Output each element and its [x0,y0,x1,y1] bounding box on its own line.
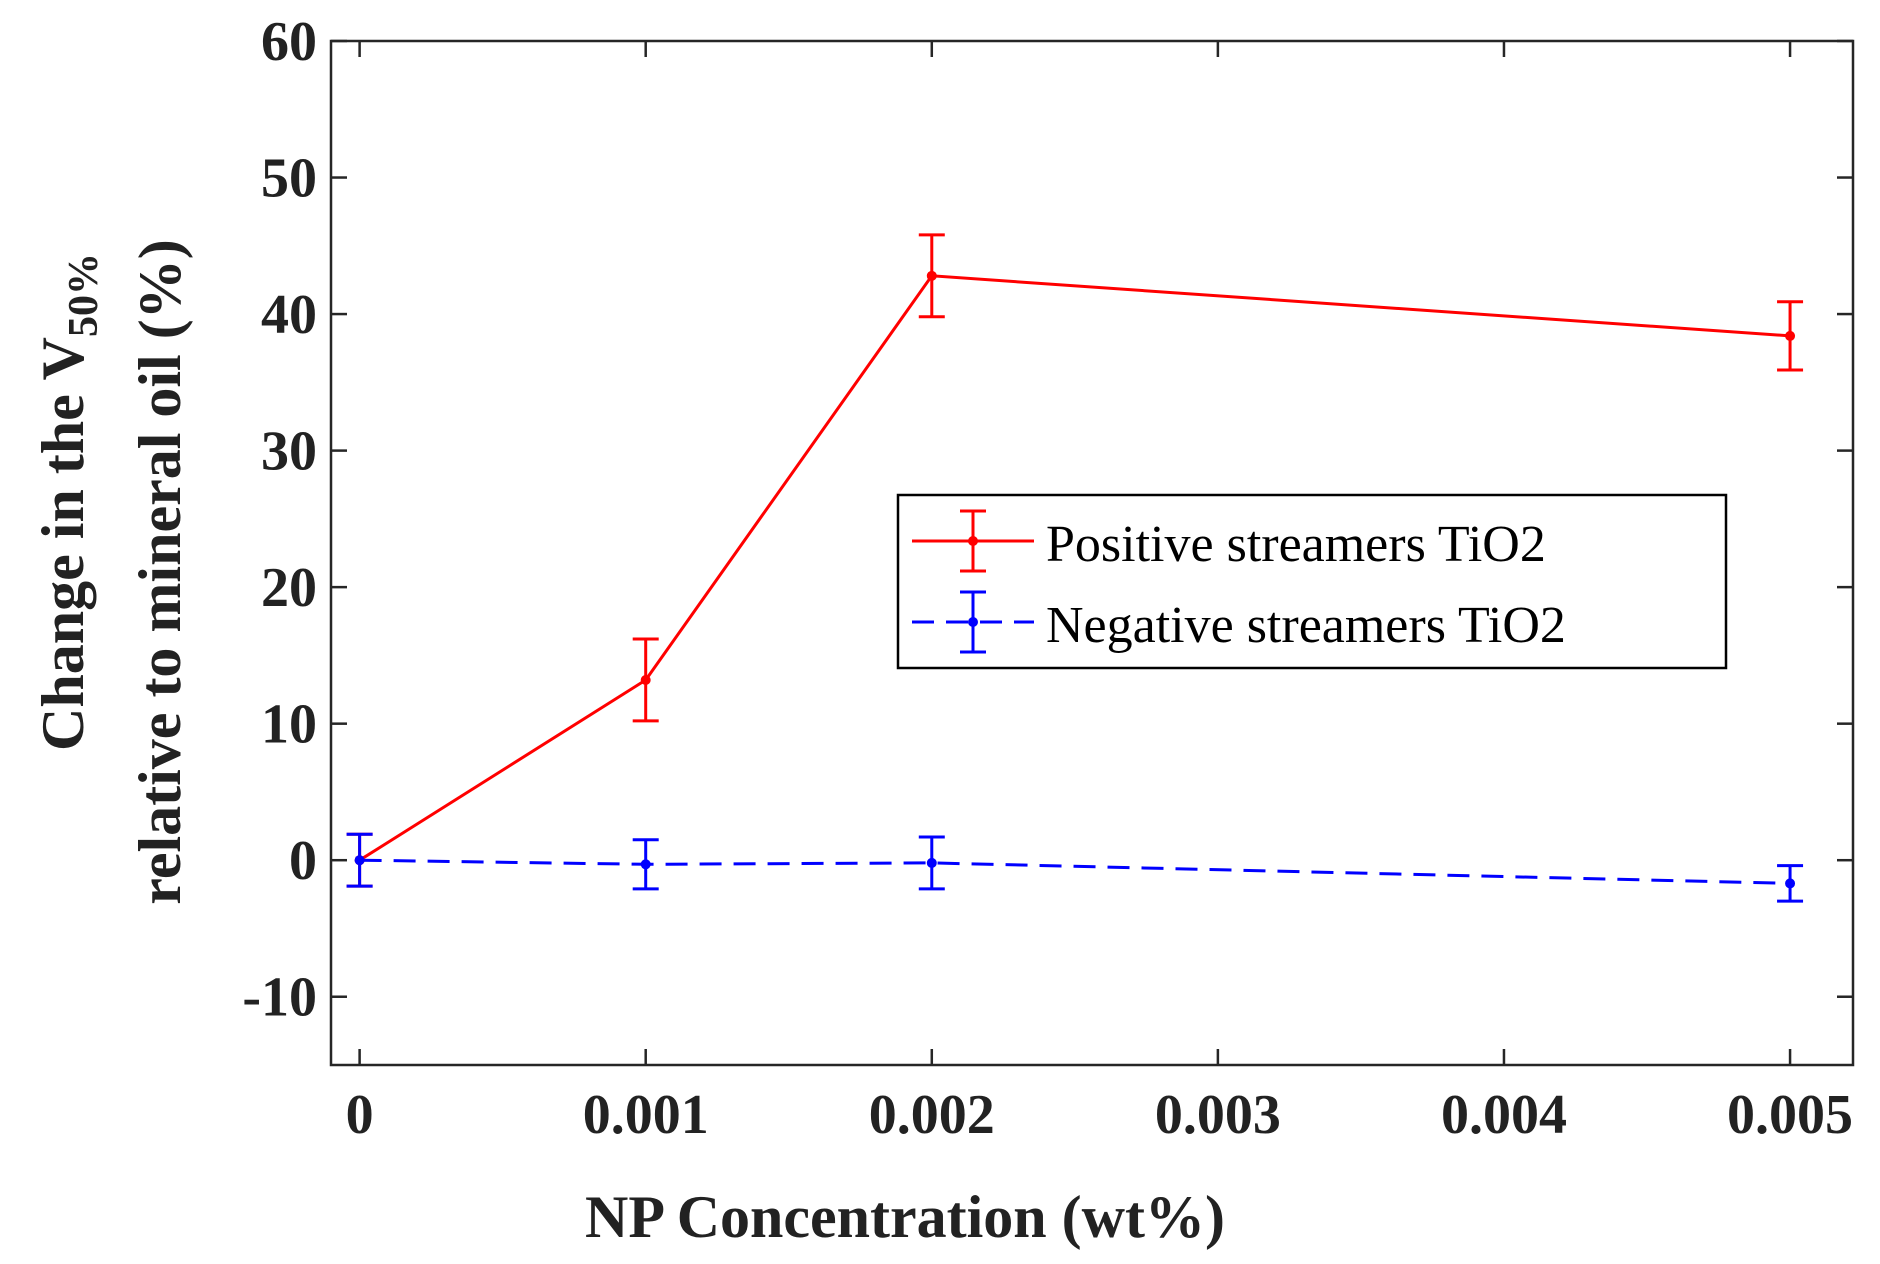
data-point-negative [640,859,651,870]
legend-box [896,493,1728,670]
y-tick-label: 10 [261,694,317,756]
legend-marker-positive [912,509,1034,573]
x-tick-label: 0.001 [583,1084,709,1146]
y-tick-label: 50 [261,148,317,210]
legend-marker-negative [912,590,1034,654]
series-line-positive [358,274,1791,862]
x-axis-title: NP Concentration (wt%) [585,1184,1225,1250]
data-point-positive [640,674,651,685]
y-tick-label: 30 [261,421,317,483]
data-point-negative [1785,878,1796,889]
svg-text:Change in the V50%: Change in the V50% [30,253,107,751]
x-tick-label: 0.004 [1441,1084,1567,1146]
y-tick-label: 60 [261,11,317,73]
y-axis-title-line2: relative to mineral oil (%) [127,239,193,904]
plot-area [346,233,1804,903]
series-line-negative [359,858,1791,885]
legend: Positive streamers TiO2 Negative streame… [896,493,1728,670]
legend-label-positive: Positive streamers TiO2 [1046,516,1546,573]
axes-box [329,39,1855,1067]
data-point-negative [926,857,937,868]
y-tick-label: -10 [242,967,317,1029]
x-tick-label: 0.005 [1727,1084,1853,1146]
legend-label-negative: Negative streamers TiO2 [1046,597,1566,654]
y-tick-label: 20 [261,557,317,619]
y-tick-label: 40 [261,284,317,346]
x-tick-label: 0 [346,1084,374,1146]
y-axis-title: Change in the V50% [30,253,107,751]
y-tick-label: 0 [289,830,317,892]
y-axis-title-subscript: 50% [61,253,107,337]
x-tick-label: 0.002 [869,1084,995,1146]
y-axis-title-prefix: Change in the V [30,337,96,751]
data-point-positive [926,270,937,281]
x-tick-label: 0.003 [1155,1084,1281,1146]
axes: 0 0.001 0.002 0.003 0.004 0.005 -10 0 10 20 30 40 50… [242,11,1855,1146]
data-point-positive [1785,330,1796,341]
data-point-negative [354,855,365,866]
